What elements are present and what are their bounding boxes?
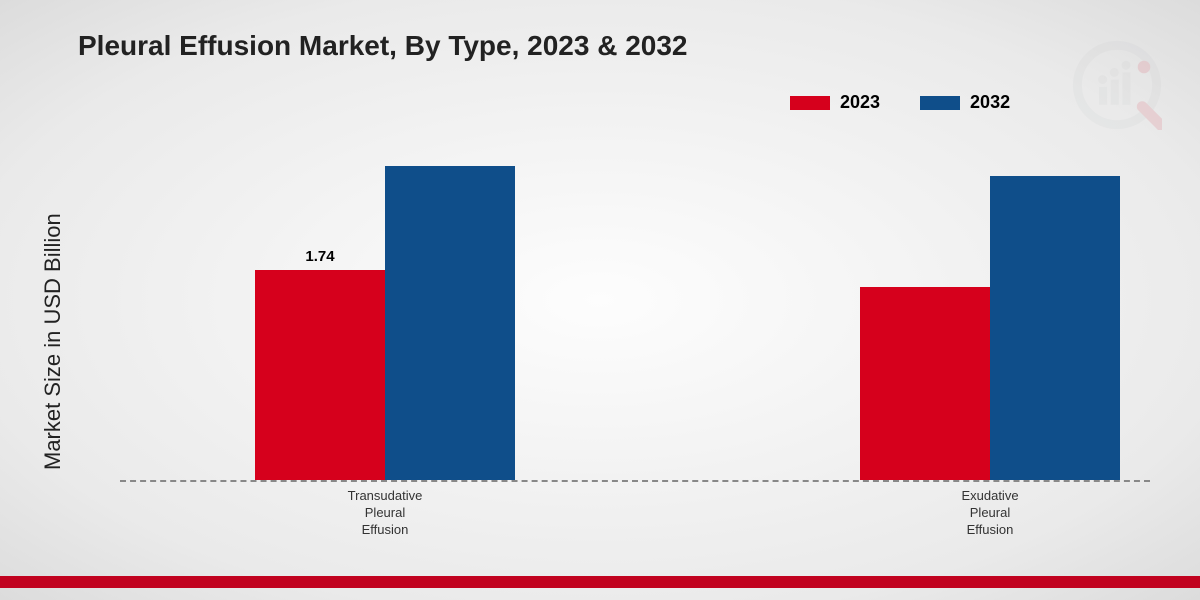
legend-swatch xyxy=(790,96,830,110)
legend-item: 2023 xyxy=(790,92,880,113)
bar: 1.74 xyxy=(255,270,385,480)
category-label-line: Pleural xyxy=(860,505,1120,522)
bar xyxy=(860,287,990,480)
x-axis-baseline xyxy=(120,480,1150,482)
legend: 2023 2032 xyxy=(790,92,1010,113)
watermark-logo-icon xyxy=(1072,40,1162,130)
legend-label: 2032 xyxy=(970,92,1010,113)
legend-label: 2023 xyxy=(840,92,880,113)
bar xyxy=(385,166,515,480)
plot-area: 1.74TransudativePleuralEffusionExudative… xyxy=(120,130,1150,480)
category-label: TransudativePleuralEffusion xyxy=(255,488,515,539)
y-axis-label: Market Size in USD Billion xyxy=(40,213,66,470)
category-label-line: Effusion xyxy=(255,522,515,539)
legend-item: 2032 xyxy=(920,92,1010,113)
category-label-line: Pleural xyxy=(255,505,515,522)
bar xyxy=(990,176,1120,480)
category-label-line: Exudative xyxy=(860,488,1120,505)
category-label-line: Effusion xyxy=(860,522,1120,539)
category-label: ExudativePleuralEffusion xyxy=(860,488,1120,539)
bar-value-label: 1.74 xyxy=(255,248,385,265)
chart-canvas: Pleural Effusion Market, By Type, 2023 &… xyxy=(0,0,1200,600)
category-label-line: Transudative xyxy=(255,488,515,505)
chart-title: Pleural Effusion Market, By Type, 2023 &… xyxy=(78,30,688,62)
footer-accent-bar xyxy=(0,576,1200,588)
legend-swatch xyxy=(920,96,960,110)
